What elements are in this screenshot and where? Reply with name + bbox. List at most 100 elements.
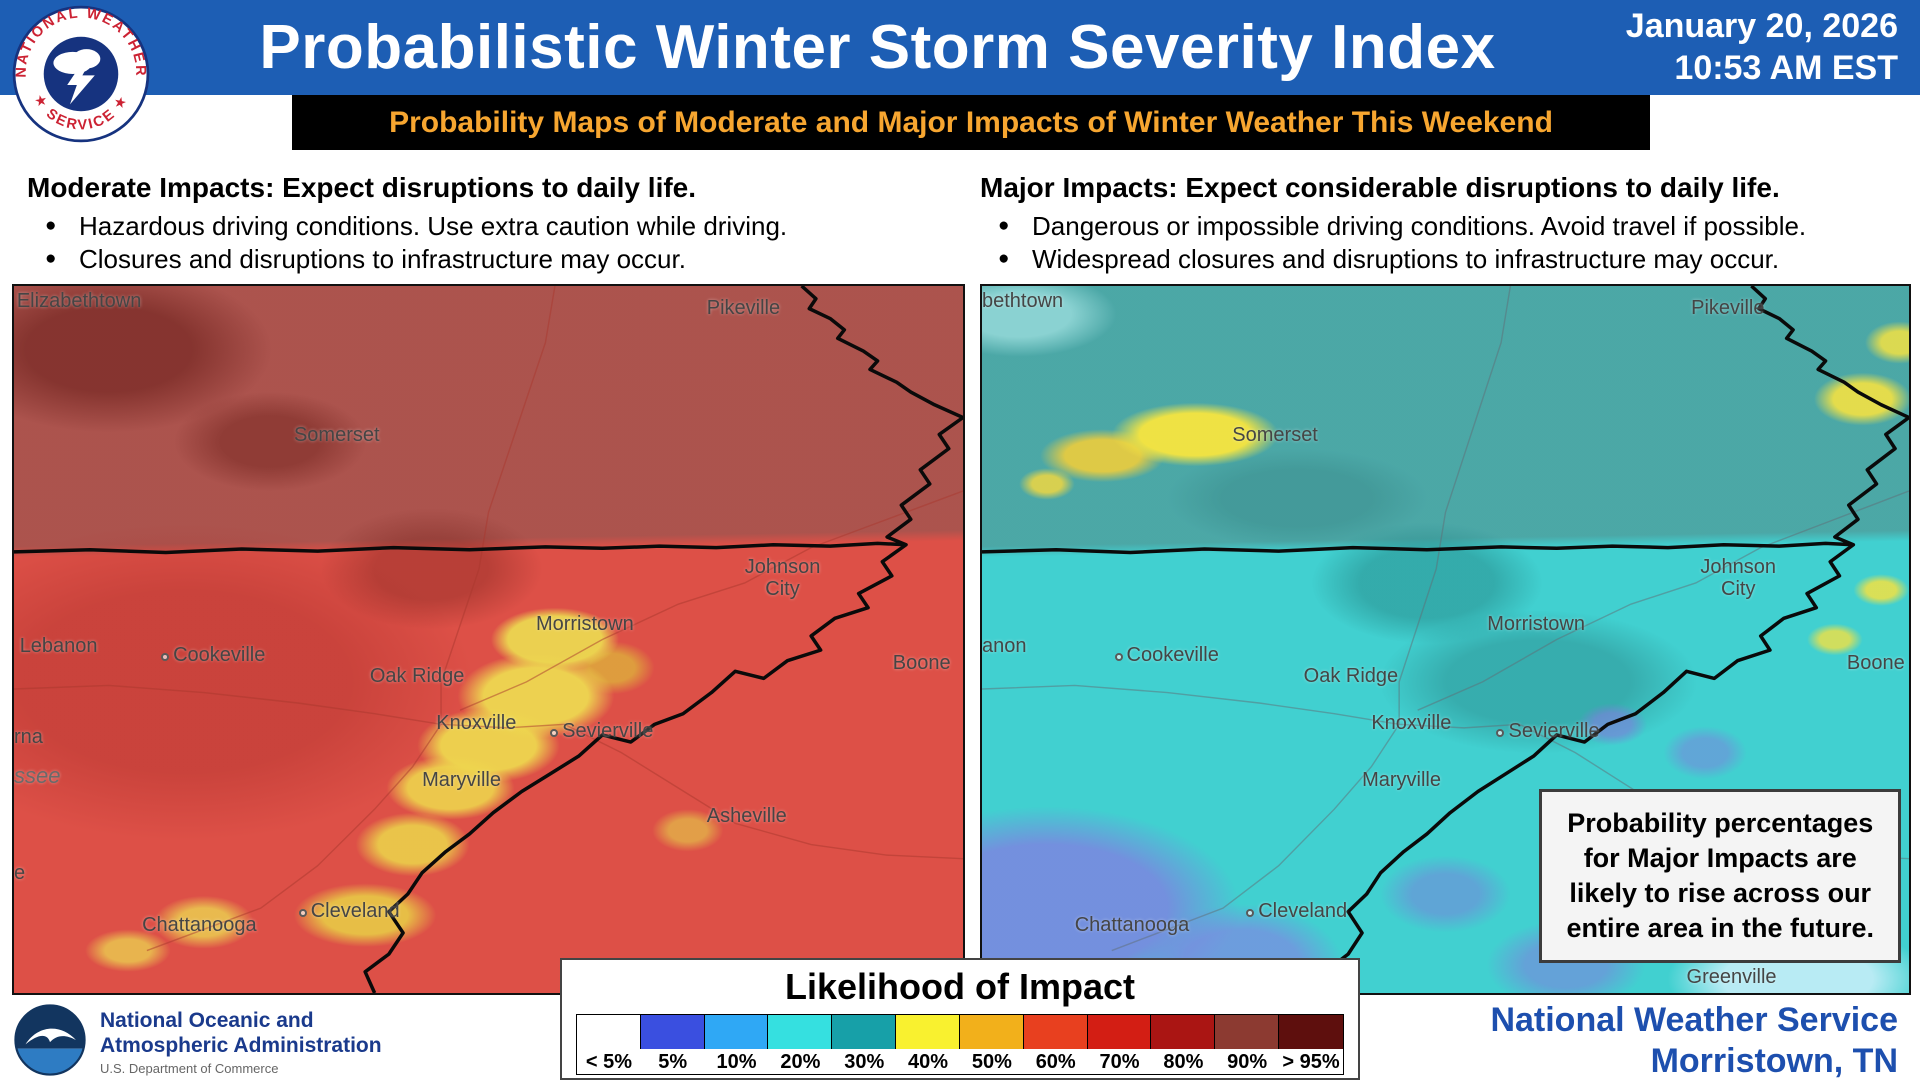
map-city-label: Sevierville <box>550 720 653 742</box>
map-city-label: Cleveland <box>1246 900 1347 922</box>
moderate-impacts-heading: Moderate Impacts: Expect disruptions to … <box>27 172 697 203</box>
major-impacts-heading: Major Impacts: Expect considerable disru… <box>980 172 1780 203</box>
map-city-label: Cookeville <box>161 644 265 666</box>
major-bullet-2: Widespread closures and disruptions to i… <box>980 243 1912 276</box>
office-line-1: National Weather Service <box>1490 1001 1898 1039</box>
map-city-label: ssee <box>14 762 61 788</box>
legend-swatch <box>1215 1015 1280 1049</box>
legend-cell: 30% <box>832 1015 897 1074</box>
city-marker-icon <box>550 729 559 738</box>
moderate-map-borders <box>14 286 963 993</box>
map-city-label: Asheville <box>706 804 787 827</box>
map-city-label: Pikeville <box>1691 297 1765 320</box>
map-city-label: Sevierville <box>1496 720 1600 742</box>
legend-swatches: < 5% 5% 10% 20% 30% 40% 50% 60% 70% 80% 90% > 95% <box>576 1014 1344 1075</box>
map-city-label: Chattanooga <box>142 913 257 936</box>
legend-swatch-label: 30% <box>844 1051 885 1073</box>
highway-line <box>147 286 555 951</box>
legend-cell: 80% <box>1151 1015 1216 1074</box>
map-city-label: Boone <box>1846 652 1905 675</box>
legend-swatch-label: 10% <box>716 1051 757 1073</box>
legend-swatch-label: 5% <box>658 1051 688 1073</box>
map-city-label: Pikeville <box>706 297 781 320</box>
legend-swatch <box>1023 1015 1088 1049</box>
state-border-line <box>1325 418 1909 993</box>
legend-swatch <box>768 1015 833 1049</box>
map-city-label: Maryville <box>422 768 501 791</box>
legend-cell: > 95% <box>1279 1015 1343 1074</box>
state-border-line <box>1751 286 1909 418</box>
map-city-label: bethtown <box>982 290 1064 313</box>
legend-cell: 20% <box>768 1015 833 1074</box>
map-city-label: Cleveland <box>298 900 400 922</box>
map-city-label: Somerset <box>1232 423 1318 446</box>
map-city-label: Johnson City <box>1700 556 1777 601</box>
noaa-line-1: National Oceanic and <box>100 1009 314 1032</box>
map-city-label: Elizabethtown <box>16 290 142 313</box>
map-city-label: Boone <box>892 652 951 675</box>
moderate-bullet-1: Hazardous driving conditions. Use extra … <box>27 210 962 243</box>
noaa-text-block: National Oceanic and Atmospheric Adminis… <box>100 1008 382 1076</box>
map-city-label: anon <box>982 634 1027 657</box>
map-city-label: Knoxville <box>436 712 517 735</box>
moderate-bullet-2: Closures and disruptions to infrastructu… <box>27 243 962 276</box>
city-marker-icon <box>1496 729 1505 738</box>
state-border-line <box>14 543 906 552</box>
map-city-label: Knoxville <box>1371 712 1452 735</box>
legend-swatch-label: > 95% <box>1282 1051 1340 1073</box>
legend-cell: 60% <box>1023 1015 1088 1074</box>
legend-swatch <box>832 1015 897 1049</box>
highway-line <box>1112 286 1511 951</box>
legend-swatch <box>577 1015 641 1049</box>
state-border-line <box>802 286 963 418</box>
moderate-impacts-list: Hazardous driving conditions. Use extra … <box>27 210 962 277</box>
city-marker-icon <box>1246 908 1255 917</box>
map-city-label: Morristown <box>535 613 634 636</box>
likelihood-legend: Likelihood of Impact < 5% 5% 10% 20% 30% 40% 5… <box>560 958 1360 1080</box>
city-marker-icon <box>298 908 307 917</box>
map-city-label: rna <box>14 726 43 749</box>
moderate-impacts-section: Moderate Impacts: Expect disruptions to … <box>27 172 962 277</box>
office-signature: National Weather Service Morristown, TN <box>1490 1000 1898 1080</box>
map-city-label: Morristown <box>1487 613 1585 636</box>
legend-swatch <box>1279 1015 1343 1049</box>
noaa-line-2: Atmospheric Administration <box>100 1034 382 1058</box>
forecast-callout: Probability percentages for Major Impact… <box>1539 788 1901 963</box>
subtitle-bar: Probability Maps of Moderate and Major I… <box>292 95 1650 150</box>
map-city-label: Oak Ridge <box>1303 664 1399 687</box>
major-bullet-1: Dangerous or impossible driving conditio… <box>980 210 1912 243</box>
state-border-line <box>982 543 1853 552</box>
legend-title: Likelihood of Impact <box>784 966 1135 1007</box>
map-city-label: Johnson City <box>744 556 821 601</box>
legend-swatch-label: 60% <box>1035 1051 1076 1073</box>
noaa-logo-icon <box>14 1004 86 1076</box>
subtitle-text: Probability Maps of Moderate and Major I… <box>389 105 1553 139</box>
legend-swatch-label: 20% <box>780 1051 821 1073</box>
legend-cell: 70% <box>1087 1015 1152 1074</box>
map-city-label: Greenville <box>1686 966 1777 989</box>
map-city-label: e <box>14 862 26 885</box>
legend-swatch-label: 90% <box>1227 1051 1268 1073</box>
map-city-label: Chattanooga <box>1074 913 1190 936</box>
header-bar: Probabilistic Winter Storm Severity Inde… <box>0 0 1920 95</box>
map-city-label: Lebanon <box>19 634 98 657</box>
legend-swatch-label: 50% <box>971 1051 1012 1073</box>
legend-swatch <box>896 1015 960 1049</box>
legend-cell: 40% <box>896 1015 960 1074</box>
map-city-label: Maryville <box>1362 768 1441 791</box>
legend-swatch-label: 40% <box>908 1051 949 1073</box>
legend-swatch <box>704 1015 769 1049</box>
highway-line <box>460 491 963 710</box>
legend-swatch <box>640 1015 705 1049</box>
legend-cell: 50% <box>959 1015 1024 1074</box>
office-line-2: Morristown, TN <box>1650 1042 1898 1080</box>
major-impacts-list: Dangerous or impossible driving conditio… <box>980 210 1912 277</box>
state-border-line <box>365 418 963 993</box>
date-line: January 20, 2026 <box>1625 7 1898 46</box>
major-impacts-section: Major Impacts: Expect considerable disru… <box>980 172 1912 277</box>
legend-swatch-label: 70% <box>1099 1051 1140 1073</box>
legend-swatch <box>959 1015 1024 1049</box>
legend-swatch <box>1087 1015 1152 1049</box>
time-line: 10:53 AM EST <box>1674 48 1898 87</box>
